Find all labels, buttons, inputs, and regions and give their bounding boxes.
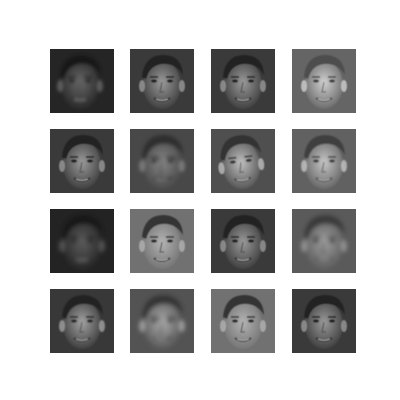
face-image-r1-c2 [130,49,194,113]
face-image-r3-c4 [292,209,356,273]
face-photo [130,209,194,273]
face-photo [211,209,275,273]
face-image-r1-c3 [211,49,275,113]
face-image-r1-c1 [50,49,114,113]
face-photo [292,289,356,353]
face-photo [130,49,194,113]
face-photo [130,289,194,353]
face-image-r2-c1 [50,129,114,193]
face-photo [292,49,356,113]
face-photo [292,209,356,273]
face-photo [50,289,114,353]
face-photo [50,209,114,273]
face-image-r4-c2 [130,289,194,353]
face-image-r4-c3 [211,289,275,353]
face-photo [130,129,194,193]
face-image-r1-c4 [292,49,356,113]
face-image-r3-c2 [130,209,194,273]
face-photo [292,129,356,193]
face-image-r3-c1 [50,209,114,273]
face-image-r3-c3 [211,209,275,273]
face-image-r2-c4 [292,129,356,193]
face-image-r4-c4 [292,289,356,353]
face-photo [211,129,275,193]
face-photo [50,129,114,193]
face-photo [211,49,275,113]
face-image-r2-c2 [130,129,194,193]
face-image-r4-c1 [50,289,114,353]
face-photo [50,49,114,113]
face-image-r2-c3 [211,129,275,193]
face-photo [211,289,275,353]
